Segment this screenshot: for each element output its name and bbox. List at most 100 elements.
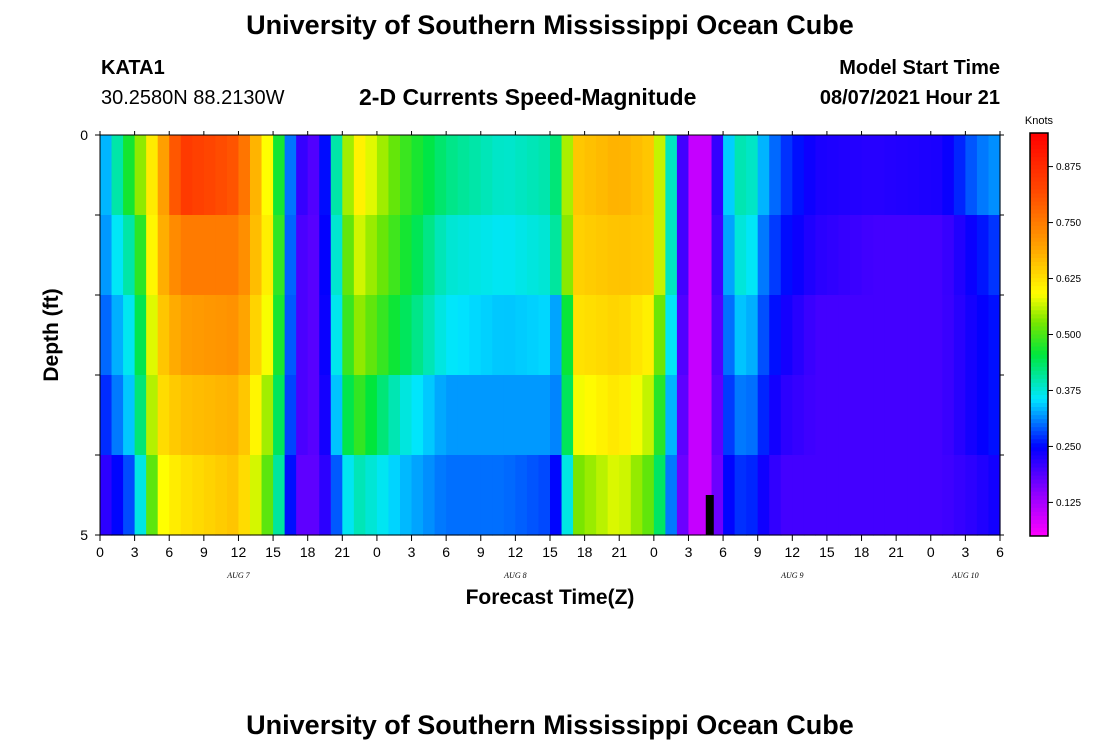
colorbar-segment <box>1030 403 1048 408</box>
heatmap-cell <box>919 455 932 536</box>
heatmap-cell <box>226 135 240 216</box>
heatmap-cell <box>388 295 401 376</box>
heatmap-cell <box>884 455 897 536</box>
x-tick-label: 6 <box>996 544 1004 560</box>
heatmap-cell <box>203 295 216 376</box>
heatmap-cell <box>757 215 770 296</box>
heatmap-cell <box>930 295 943 376</box>
heatmap-cell <box>100 295 113 376</box>
heatmap-cell <box>838 135 851 216</box>
heatmap-cell <box>746 455 759 536</box>
colorbar-segment <box>1030 314 1048 319</box>
heatmap-cell <box>619 455 632 536</box>
heatmap-cell <box>319 455 332 536</box>
heatmap-cell <box>157 135 170 216</box>
heatmap-cell <box>688 295 701 376</box>
heatmap-cell <box>123 455 136 536</box>
heatmap-cell <box>746 215 759 296</box>
heatmap-cell <box>273 375 286 456</box>
station-coordinates: 30.2580N 88.2130W <box>101 87 285 109</box>
heatmap-cell <box>307 455 320 536</box>
y-axis-label: Depth (ft) <box>40 288 63 381</box>
heatmap-cell <box>792 295 805 376</box>
heatmap-cell <box>780 295 793 376</box>
heatmap-cell <box>561 295 574 376</box>
heatmap-cell <box>215 375 228 456</box>
colorbar-segment <box>1030 427 1048 432</box>
heatmap-cell <box>665 455 678 536</box>
colorbar-segment <box>1030 257 1048 263</box>
colorbar-segment <box>1030 189 1048 194</box>
heatmap-cell <box>411 455 424 536</box>
heatmap-cell <box>538 375 551 456</box>
x-tick-label: 21 <box>611 544 627 560</box>
heatmap-cell <box>769 375 782 456</box>
colorbar-segment <box>1030 495 1048 501</box>
heatmap-cell <box>157 295 170 376</box>
colorbar-segment <box>1030 193 1048 198</box>
colorbar-segment <box>1030 278 1048 283</box>
heatmap-cell <box>561 215 574 296</box>
heatmap-cell <box>769 215 782 296</box>
colorbar-segment <box>1030 265 1048 271</box>
heatmap-cell <box>907 295 920 376</box>
heatmap-cell <box>596 455 609 536</box>
heatmap-cell <box>503 215 516 296</box>
colorbar-segment <box>1030 350 1048 356</box>
heatmap-cell <box>411 135 424 216</box>
y-tick-label: 5 <box>80 527 88 543</box>
heatmap-cell <box>400 455 413 536</box>
heatmap-cell <box>503 295 516 376</box>
colorbar-segment <box>1030 443 1048 448</box>
heatmap-cell <box>469 295 482 376</box>
heatmap-cell <box>723 375 736 456</box>
heatmap-cell <box>780 375 793 456</box>
colorbar-segment <box>1030 157 1048 162</box>
day-label: AUG 8 <box>503 571 526 580</box>
heatmap-cell <box>538 215 551 296</box>
heatmap-cell <box>238 295 251 376</box>
heatmap-cell <box>273 215 286 296</box>
colorbar-segment <box>1030 491 1048 497</box>
heatmap-cell <box>446 455 459 536</box>
heatmap-cell <box>803 215 816 296</box>
colorbar-segment <box>1030 318 1048 323</box>
model-start-label: Model Start Time <box>839 57 1000 79</box>
heatmap-cell <box>630 455 643 536</box>
heatmap-cell <box>492 215 505 296</box>
heatmap-cell <box>711 135 724 216</box>
heatmap-cell <box>180 295 193 376</box>
heatmap-cell <box>134 375 147 456</box>
colorbar-segment <box>1030 358 1048 364</box>
heatmap-cell <box>838 375 851 456</box>
heatmap-cell <box>446 135 459 216</box>
heatmap-cell <box>238 455 251 536</box>
heatmap-cell <box>215 135 228 216</box>
heatmap-cell <box>342 295 355 376</box>
colorbar-segment <box>1030 286 1048 291</box>
heatmap-cell <box>376 455 390 536</box>
heatmap-cell <box>157 375 170 456</box>
heatmap-cell <box>780 135 793 216</box>
x-tick-label: 3 <box>685 544 693 560</box>
heatmap-cell <box>988 295 1001 376</box>
colorbar-tick-label: 0.875 <box>1056 162 1081 173</box>
heatmap-cell <box>780 455 793 536</box>
heatmap-cell <box>480 375 493 456</box>
x-tick-label: 18 <box>577 544 593 560</box>
heatmap-cell <box>607 295 620 376</box>
heatmap-cell <box>642 455 655 536</box>
colorbar-segment <box>1030 169 1048 174</box>
colorbar-segment <box>1030 133 1048 138</box>
colorbar-segment <box>1030 459 1048 464</box>
heatmap-cell <box>919 375 932 456</box>
colorbar-segment <box>1030 209 1048 215</box>
heatmap-cell <box>919 295 932 376</box>
colorbar-segment <box>1030 181 1048 186</box>
heatmap-cell <box>653 215 666 296</box>
heatmap-cell <box>711 295 724 376</box>
heatmap-cell <box>169 215 182 296</box>
heatmap-cell <box>423 455 436 536</box>
heatmap-cell <box>769 455 782 536</box>
heatmap-cell <box>434 455 447 536</box>
